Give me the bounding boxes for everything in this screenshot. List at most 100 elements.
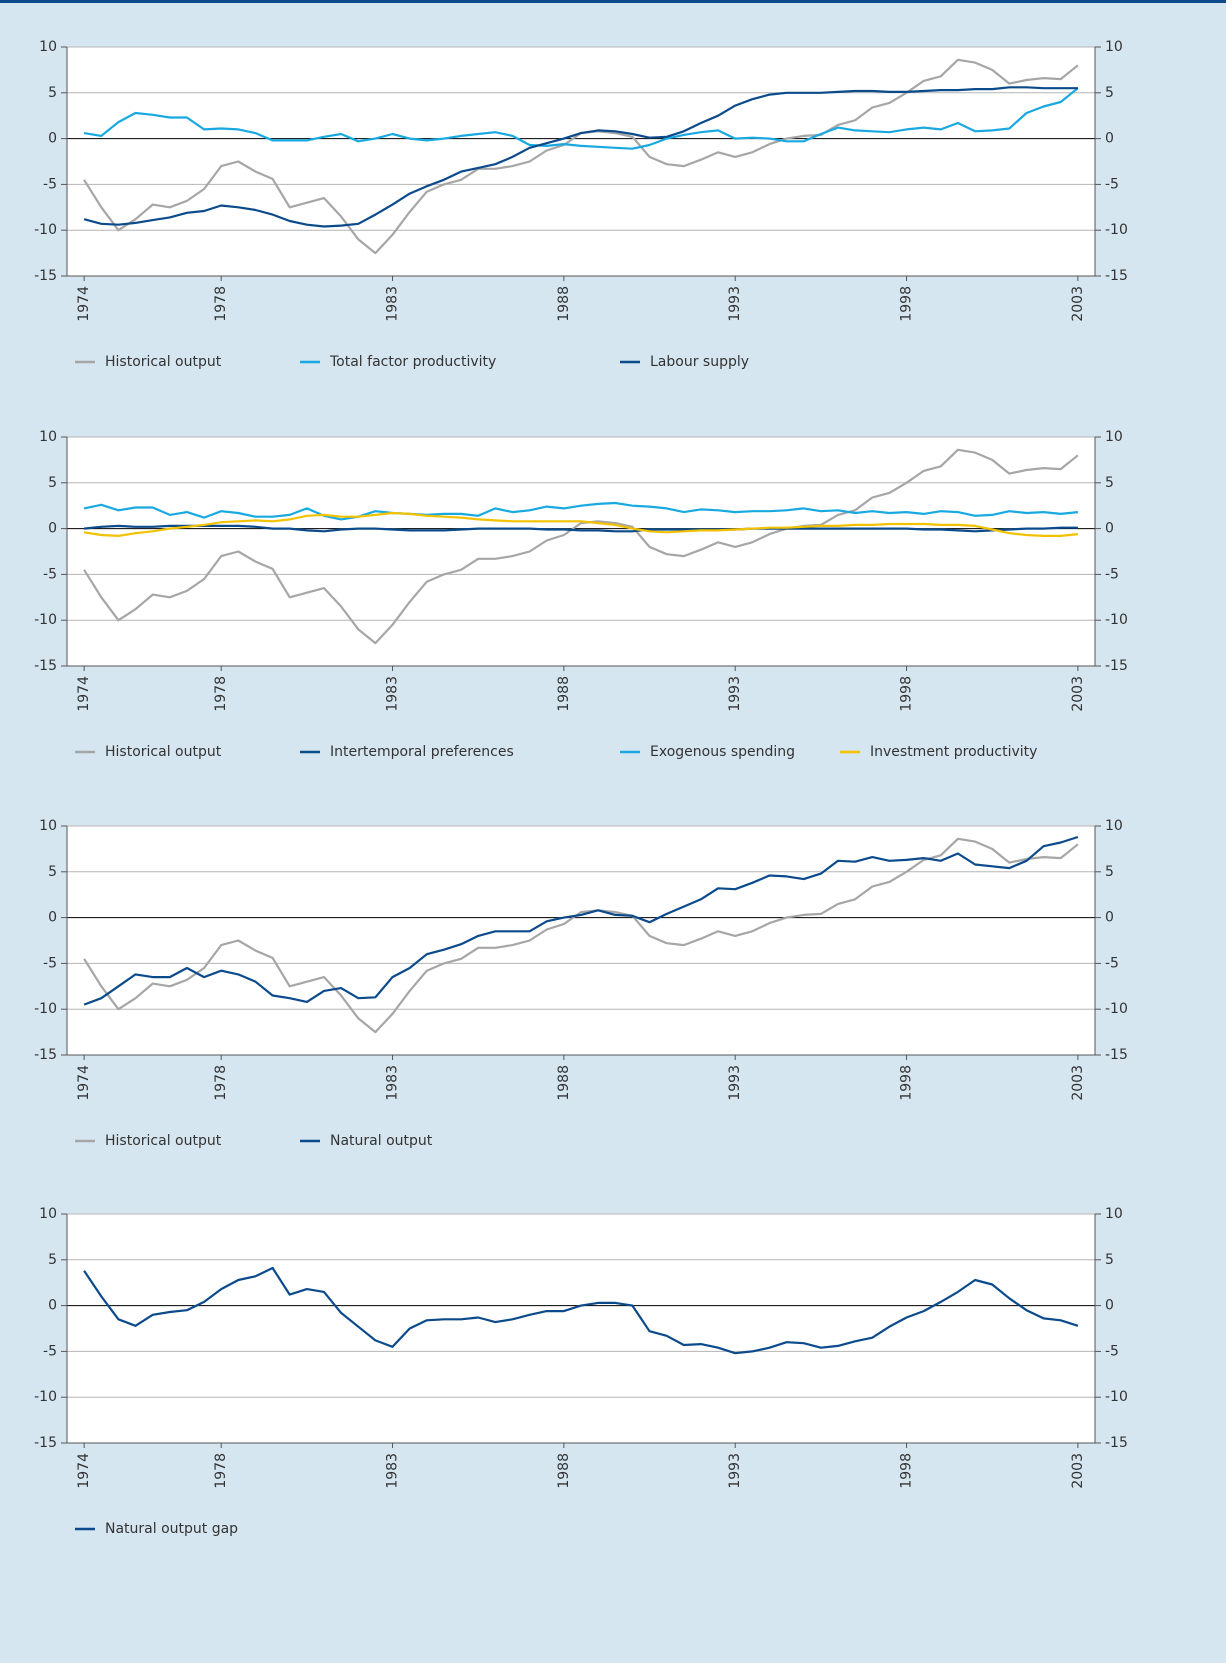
x-tick-label: 1983 (385, 1453, 401, 1489)
y-tick-label: 0 (48, 131, 57, 147)
y-tick-label: -15 (34, 1047, 57, 1063)
y2-tick-label: -5 (1105, 176, 1119, 192)
series-line (83, 1266, 1079, 1355)
x-tick-label: 1974 (76, 1453, 92, 1489)
y2-tick-label: 0 (1105, 910, 1114, 926)
y2-tick-label: -10 (1105, 222, 1128, 238)
series-line (83, 501, 1079, 521)
legend-label: Total factor productivity (329, 354, 496, 370)
series-line (83, 524, 1078, 533)
y2-tick-label: -5 (1105, 566, 1119, 582)
x-tick-label: 1998 (899, 1065, 915, 1101)
y2-tick-label: 10 (1105, 818, 1123, 834)
legend-label: Natural output gap (105, 1521, 238, 1537)
x-tick-label: 1974 (76, 676, 92, 712)
x-tick-label: 1993 (727, 1453, 743, 1489)
x-tick-label: 2003 (1070, 676, 1086, 712)
y-tick-label: -10 (34, 612, 57, 628)
x-tick-label: 1974 (76, 1065, 92, 1101)
x-tick-label: 1988 (556, 286, 572, 322)
x-tick-label: 1993 (727, 1065, 743, 1101)
y-tick-label: -15 (34, 268, 57, 284)
y-tick-label: 0 (48, 1298, 57, 1314)
y2-tick-label: -15 (1105, 268, 1128, 284)
y-tick-label: -10 (34, 222, 57, 238)
y2-tick-label: -15 (1105, 1435, 1128, 1451)
y-tick-label: 0 (48, 910, 57, 926)
y2-tick-label: -10 (1105, 612, 1128, 628)
x-tick-label: 1993 (727, 676, 743, 712)
x-tick-label: 1988 (556, 1065, 572, 1101)
plot-area (67, 47, 1095, 276)
plot-area (67, 437, 1095, 666)
y2-tick-label: -15 (1105, 1047, 1128, 1063)
legend-label: Historical output (105, 744, 222, 760)
x-tick-label: 1998 (899, 286, 915, 322)
y2-tick-label: 0 (1105, 131, 1114, 147)
y-tick-label: -5 (43, 1343, 57, 1359)
series-line (83, 835, 1079, 1006)
series-line (83, 87, 1079, 150)
y-tick-label: 10 (39, 429, 57, 445)
x-tick-label: 1978 (213, 286, 229, 322)
y-tick-label: -5 (43, 955, 57, 971)
y2-tick-label: -5 (1105, 955, 1119, 971)
x-tick-label: 1998 (899, 676, 915, 712)
y-tick-label: -5 (43, 176, 57, 192)
legend-label: Historical output (105, 354, 222, 370)
y2-tick-label: -10 (1105, 1389, 1128, 1405)
y-tick-label: -15 (34, 658, 57, 674)
y-tick-label: -15 (34, 1435, 57, 1451)
y2-tick-label: 5 (1105, 1252, 1114, 1268)
y2-tick-label: 0 (1105, 521, 1114, 537)
x-tick-label: 1998 (899, 1453, 915, 1489)
y2-tick-label: 0 (1105, 1298, 1114, 1314)
y-tick-label: 10 (39, 1206, 57, 1222)
y-tick-label: -10 (34, 1389, 57, 1405)
y2-tick-label: -5 (1105, 1343, 1119, 1359)
y2-tick-label: 10 (1105, 429, 1123, 445)
legend-label: Natural output (330, 1133, 433, 1149)
y2-tick-label: 5 (1105, 864, 1114, 880)
x-tick-label: 1988 (556, 676, 572, 712)
x-tick-label: 1974 (76, 286, 92, 322)
x-tick-label: 1988 (556, 1453, 572, 1489)
plot-area (67, 1214, 1095, 1443)
legend-label: Historical output (105, 1133, 222, 1149)
y-tick-label: 5 (48, 864, 57, 880)
y2-tick-label: -10 (1105, 1001, 1128, 1017)
y2-tick-label: 5 (1105, 475, 1114, 491)
x-tick-label: 2003 (1070, 286, 1086, 322)
x-tick-label: 1983 (385, 286, 401, 322)
y-tick-label: -10 (34, 1001, 57, 1017)
y2-tick-label: -15 (1105, 658, 1128, 674)
series-line (83, 86, 1078, 228)
y-tick-label: 10 (39, 39, 57, 55)
y-tick-label: 5 (48, 475, 57, 491)
legend-label: Labour supply (650, 354, 749, 370)
legend-label: Investment productivity (870, 744, 1037, 760)
y-tick-label: 10 (39, 818, 57, 834)
series-line (83, 511, 1079, 537)
x-tick-label: 1978 (213, 1453, 229, 1489)
legend-label: Exogenous spending (650, 744, 795, 760)
series-line (83, 837, 1079, 1034)
y-tick-label: 5 (48, 1252, 57, 1268)
top-rule (0, 0, 1226, 3)
x-tick-label: 1978 (213, 676, 229, 712)
legend-label: Intertemporal preferences (330, 744, 514, 760)
series-line (83, 448, 1079, 645)
y2-tick-label: 10 (1105, 1206, 1123, 1222)
y2-tick-label: 5 (1105, 85, 1114, 101)
x-tick-label: 1978 (213, 1065, 229, 1101)
x-tick-label: 2003 (1070, 1065, 1086, 1101)
x-tick-label: 1993 (727, 286, 743, 322)
y-tick-label: -5 (43, 566, 57, 582)
x-tick-label: 2003 (1070, 1453, 1086, 1489)
y-tick-label: 0 (48, 521, 57, 537)
y-tick-label: 5 (48, 85, 57, 101)
x-tick-label: 1983 (385, 676, 401, 712)
y2-tick-label: 10 (1105, 39, 1123, 55)
